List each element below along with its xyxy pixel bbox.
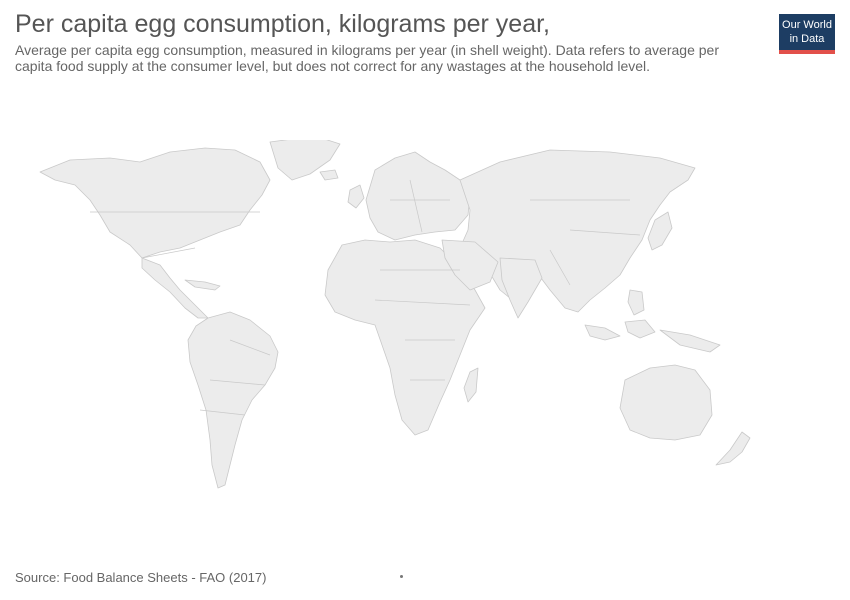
owid-logo[interactable]: Our World in Data [779,14,835,54]
south-america[interactable] [187,311,279,489]
africa[interactable] [324,239,486,436]
indonesia[interactable] [584,319,721,353]
philippines[interactable] [627,289,645,316]
australia[interactable] [619,364,713,441]
north-america[interactable] [39,147,271,259]
iceland[interactable] [319,169,339,181]
source-note: Source: Food Balance Sheets - FAO (2017) [15,570,267,585]
map-marker-dot [400,575,403,578]
world-map[interactable] [30,140,790,500]
logo-line-1: Our World [782,19,832,31]
arabia[interactable] [441,239,499,291]
chart-subtitle: Average per capita egg consumption, meas… [15,42,719,74]
japan[interactable] [647,211,673,251]
logo-line-2: in Data [789,33,825,45]
uk[interactable] [347,184,365,209]
map-borders [90,179,641,416]
caribbean[interactable] [184,279,221,291]
greenland[interactable] [269,140,341,181]
chart-title: Per capita egg consumption, kilograms pe… [15,10,550,38]
central-america[interactable] [141,257,209,319]
new-zealand[interactable] [715,431,751,466]
india[interactable] [499,257,543,319]
europe[interactable] [365,151,471,241]
madagascar[interactable] [463,367,479,403]
